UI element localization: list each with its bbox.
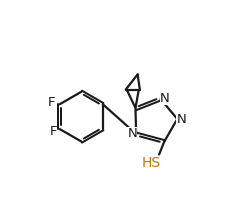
Text: N: N [127,127,137,140]
Text: N: N [160,92,169,105]
Text: F: F [48,96,55,110]
Text: F: F [50,125,57,138]
Text: N: N [176,113,186,126]
Text: HS: HS [142,156,161,170]
